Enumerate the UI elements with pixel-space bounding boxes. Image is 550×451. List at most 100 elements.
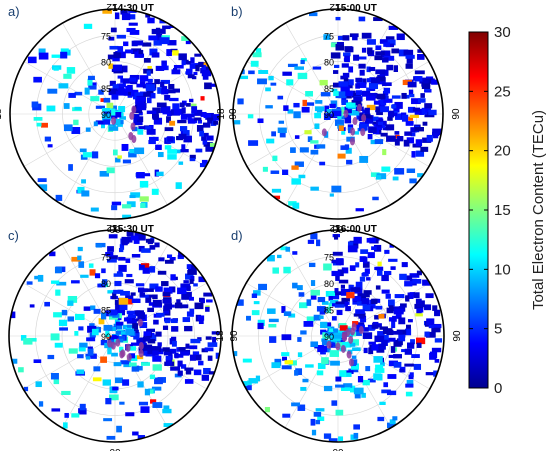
tec-cell [281,334,292,341]
mlt-label-top: 12 [106,222,118,233]
tec-cell [81,190,90,197]
tec-cell [341,297,350,302]
tec-cell [126,324,136,328]
tec-cell [314,123,320,129]
tec-cell [310,280,316,286]
tec-cell [127,236,133,243]
tec-cell [409,292,415,297]
tec-cell [431,347,442,353]
tec-cell [320,329,327,335]
tec-cell [406,137,415,144]
tec-cell [347,245,358,253]
tec-cell [156,33,163,38]
tec-cell [252,52,262,58]
tec-cell [115,303,124,310]
tec-cell [152,107,161,114]
tec-cell [376,76,386,82]
mlt-label-right: 06 [450,330,461,342]
tec-cell [201,136,207,141]
tec-cell [282,413,291,418]
tec-cell [359,69,365,76]
tec-cell [344,106,352,114]
tec-cell [316,239,321,247]
tec-cell [146,88,154,95]
mlt-label-top: 12 [329,222,341,233]
tec-cell [152,364,162,371]
colorbar-tick-label: 0 [494,380,502,397]
tec-cell [301,106,310,113]
tec-cell [344,117,352,124]
tec-cell [141,362,150,366]
tec-cell [345,46,354,53]
tec-cell [339,325,348,331]
tec-cell [414,76,423,82]
tec-cell [198,276,208,283]
tec-cell [391,104,397,109]
tec-cell [116,313,123,319]
tec-cell [177,360,183,367]
trace-mark [348,358,354,367]
tec-cell [402,79,413,86]
tec-cell [349,265,356,271]
tec-cell [277,95,284,100]
tec-cell [340,284,345,289]
tec-cell [417,53,425,60]
tec-cell [355,90,362,96]
tec-cell [291,165,299,170]
tec-cell [383,87,391,94]
tec-cell [185,369,192,375]
tec-cell [299,302,308,309]
tec-cell [367,133,373,140]
tec-cell [257,78,267,85]
tec-cell [264,406,270,413]
tec-cell [51,408,61,412]
tec-cell [95,105,105,109]
tec-cell [149,93,156,99]
tec-cell [411,151,416,158]
tec-cell [38,48,46,56]
tec-cell [281,306,286,313]
tec-cell [323,263,332,271]
tec-cell [373,17,383,22]
trace-mark [340,344,346,353]
tec-cells [233,12,442,212]
tec-cell [236,299,244,306]
tec-cell [108,126,119,131]
tec-cell [114,377,123,384]
tec-cell [434,359,440,363]
tec-cell [315,408,325,412]
tec-cell [100,312,107,320]
tec-cell [408,89,414,96]
tec-cell [107,54,116,60]
tec-cell [186,113,195,118]
tec-cell [243,385,252,391]
tec-cell [375,305,383,310]
colorbar-tick-label: 10 [494,261,511,278]
tec-cell [352,34,358,41]
tec-cell [410,339,415,345]
tec-cell [307,136,313,142]
tec-cell [160,106,171,114]
tec-cell [282,169,289,175]
tec-cell [50,333,60,341]
tec-cell [174,302,183,309]
tec-cell [355,208,364,212]
tec-cell [424,304,432,311]
tec-cell [406,379,414,385]
tec-cell [58,83,69,89]
tec-cell [102,113,112,121]
tec-cell [168,83,175,90]
mlt-spoke [61,244,116,337]
tec-cell [53,67,59,71]
tec-cell [346,372,352,377]
tec-cell [386,422,396,429]
tec-cell [180,304,189,309]
tec-cell [237,98,244,105]
tec-cell [382,328,393,335]
tec-cell [33,359,42,364]
tec-cell [82,152,93,158]
tec-cell [110,310,118,316]
tec-cell [63,73,72,79]
tec-cell [353,432,359,439]
tec-cell [138,49,143,55]
